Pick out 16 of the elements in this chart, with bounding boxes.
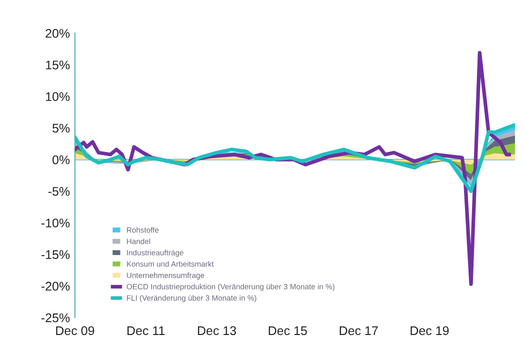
y-tick-label: -10% — [41, 218, 70, 228]
x-tick-label: Dec 19 — [410, 326, 449, 336]
x-tick-label: Dec 13 — [198, 326, 236, 336]
y-tick-label: -20% — [41, 282, 70, 291]
y-tick-label: 10% — [46, 92, 70, 102]
x-tick-label: Dec 09 — [56, 326, 94, 336]
y-tick-label: 15% — [46, 60, 70, 70]
x-tick-label: Dec 11 — [127, 326, 165, 336]
y-tick-label: -15% — [41, 250, 70, 260]
y-tick-label: -5% — [48, 187, 70, 196]
y-tick-label: 0% — [52, 155, 70, 164]
x-tick-label: Dec 15 — [268, 326, 307, 336]
x-tick-label: Dec 17 — [340, 326, 378, 336]
y-tick-label: 20% — [46, 28, 70, 38]
y-tick-label: -25% — [41, 313, 70, 322]
y-tick-label: 5% — [52, 124, 70, 133]
